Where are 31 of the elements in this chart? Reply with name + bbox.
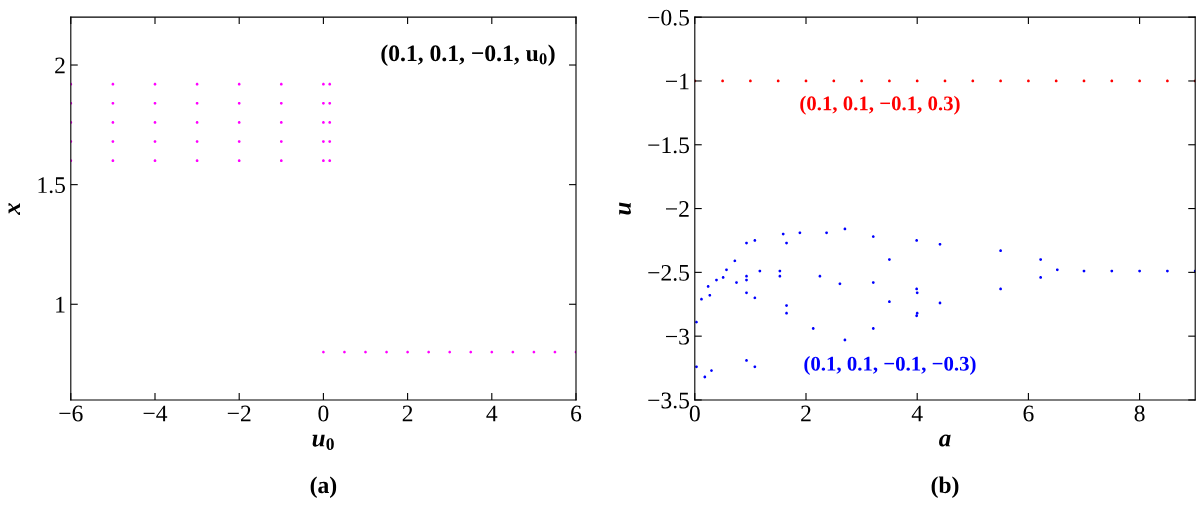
x-tick-label: 0: [318, 405, 329, 422]
x-tick-label: 2: [402, 405, 413, 422]
x-tick-label: 2: [801, 405, 811, 422]
x-axis-title: u$_{0}$: [312, 434, 334, 450]
y-tick-label: 1.5: [38, 177, 66, 194]
y-axis-title: x: [8, 202, 20, 216]
y-tick-label: −1: [666, 73, 689, 90]
x-tick-label: −2: [227, 405, 251, 422]
x-axis-title: a: [939, 434, 951, 447]
y-tick-label: 2: [55, 57, 65, 74]
y-tick-label: 1: [56, 296, 65, 313]
y-tick-label: −3: [666, 328, 690, 345]
x-tick-label: −6: [59, 405, 83, 422]
y-tick-label: −2: [666, 201, 689, 217]
x-tick-label: 6: [1023, 405, 1034, 422]
x-tick-label: 6: [571, 405, 582, 422]
x-tick-label: −4: [143, 405, 168, 422]
y-tick-label: −1.5: [648, 137, 690, 154]
text: (b): [931, 476, 959, 498]
annotation: (0.1, 0.1, −0.1, u$_{0}$): [381, 44, 555, 66]
series-label: (0.1, 0.1, −0.1, 0.3): [800, 95, 960, 115]
x-tick-label: 4: [486, 405, 498, 422]
x-tick-label: 8: [1134, 405, 1145, 422]
y-axis-title: u: [619, 202, 631, 215]
y-tick-label: −2.5: [648, 264, 690, 281]
y-tick-label: −0.5: [648, 9, 690, 26]
x-tick-label: 0: [689, 405, 700, 422]
series-label: (0.1, 0.1, −0.1, −0.3): [804, 356, 976, 375]
y-tick-label: −3.5: [648, 392, 690, 409]
text: (a): [310, 476, 337, 498]
x-tick-label: 4: [911, 405, 923, 422]
